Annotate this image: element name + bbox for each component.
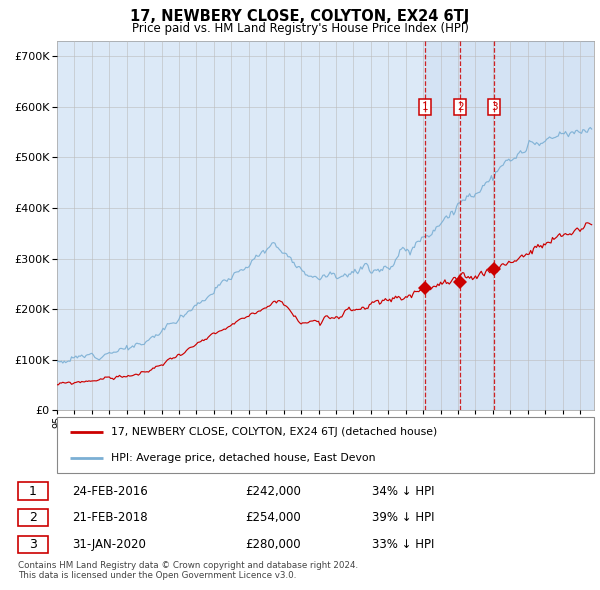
FancyBboxPatch shape	[18, 483, 48, 500]
Text: 21-FEB-2018: 21-FEB-2018	[73, 511, 148, 525]
FancyBboxPatch shape	[57, 417, 594, 473]
Text: £280,000: £280,000	[245, 537, 301, 551]
Text: £242,000: £242,000	[245, 484, 301, 498]
Text: Price paid vs. HM Land Registry's House Price Index (HPI): Price paid vs. HM Land Registry's House …	[131, 22, 469, 35]
Text: 33% ↓ HPI: 33% ↓ HPI	[372, 537, 434, 551]
Bar	[425, 41, 600, 410]
Text: This data is licensed under the Open Government Licence v3.0.: This data is licensed under the Open Gov…	[18, 571, 296, 579]
Text: 17, NEWBERY CLOSE, COLYTON, EX24 6TJ: 17, NEWBERY CLOSE, COLYTON, EX24 6TJ	[130, 9, 470, 24]
FancyBboxPatch shape	[18, 536, 48, 553]
Text: 2: 2	[457, 102, 463, 112]
Text: 31-JAN-2020: 31-JAN-2020	[73, 537, 146, 551]
Text: 34% ↓ HPI: 34% ↓ HPI	[372, 484, 434, 498]
Text: 24-FEB-2016: 24-FEB-2016	[73, 484, 148, 498]
FancyBboxPatch shape	[18, 509, 48, 526]
Text: HPI: Average price, detached house, East Devon: HPI: Average price, detached house, East…	[111, 453, 375, 463]
Text: 2: 2	[29, 511, 37, 525]
Text: 1: 1	[29, 484, 37, 498]
Text: 17, NEWBERY CLOSE, COLYTON, EX24 6TJ (detached house): 17, NEWBERY CLOSE, COLYTON, EX24 6TJ (de…	[111, 427, 437, 437]
Text: 39% ↓ HPI: 39% ↓ HPI	[372, 511, 434, 525]
Text: £254,000: £254,000	[245, 511, 301, 525]
Text: 3: 3	[491, 102, 497, 112]
Text: 1: 1	[422, 102, 428, 112]
Text: Contains HM Land Registry data © Crown copyright and database right 2024.: Contains HM Land Registry data © Crown c…	[18, 560, 358, 569]
Text: 3: 3	[29, 537, 37, 551]
